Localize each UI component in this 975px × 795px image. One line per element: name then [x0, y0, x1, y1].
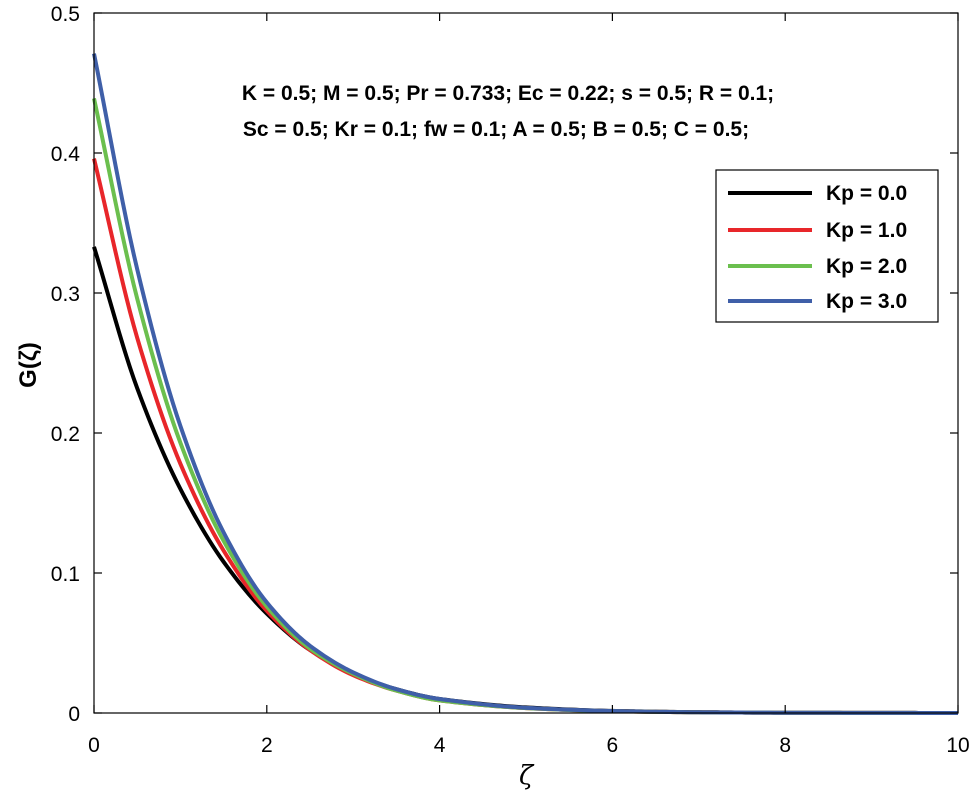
x-tick-label: 8: [779, 734, 791, 757]
legend-label-kp0: Kp = 0.0: [826, 182, 907, 205]
y-tick-label: 0.5: [51, 3, 80, 26]
annotation-line-2: Sc = 0.5; Kr = 0.1; fw = 0.1; A = 0.5; B…: [243, 118, 749, 141]
y-tick-label: 0.3: [51, 283, 80, 306]
y-tick-label: 0.2: [51, 423, 80, 446]
x-tick-label: 2: [261, 734, 273, 757]
y-tick-label: 0: [68, 703, 80, 726]
x-tick-label: 0: [88, 734, 100, 757]
x-tick-label: 4: [434, 734, 446, 757]
plot-area: [94, 13, 958, 713]
x-axis-title: ζ: [519, 761, 535, 791]
x-tick-label: 6: [607, 734, 619, 757]
x-tick-label: 10: [946, 734, 969, 757]
plot-frame: [93, 12, 959, 714]
tick-layer: 0 2 4 6 8 10 0 0.1 0.2 0.3 0.4 0.5: [51, 3, 970, 757]
legend-box: [715, 169, 939, 323]
legend-label-kp2: Kp = 2.0: [826, 255, 907, 278]
y-tick-label: 0.1: [51, 563, 80, 586]
y-axis-title: G(ζ): [15, 342, 42, 388]
y-tick-label: 0.4: [51, 143, 81, 166]
legend: Kp = 0.0 Kp = 1.0 Kp = 2.0 Kp = 3.0: [715, 169, 939, 323]
legend-label-kp1: Kp = 1.0: [826, 219, 907, 242]
annotation-line-1: K = 0.5; M = 0.5; Pr = 0.733; Ec = 0.22;…: [242, 82, 774, 105]
legend-label-kp3: Kp = 3.0: [826, 290, 907, 313]
